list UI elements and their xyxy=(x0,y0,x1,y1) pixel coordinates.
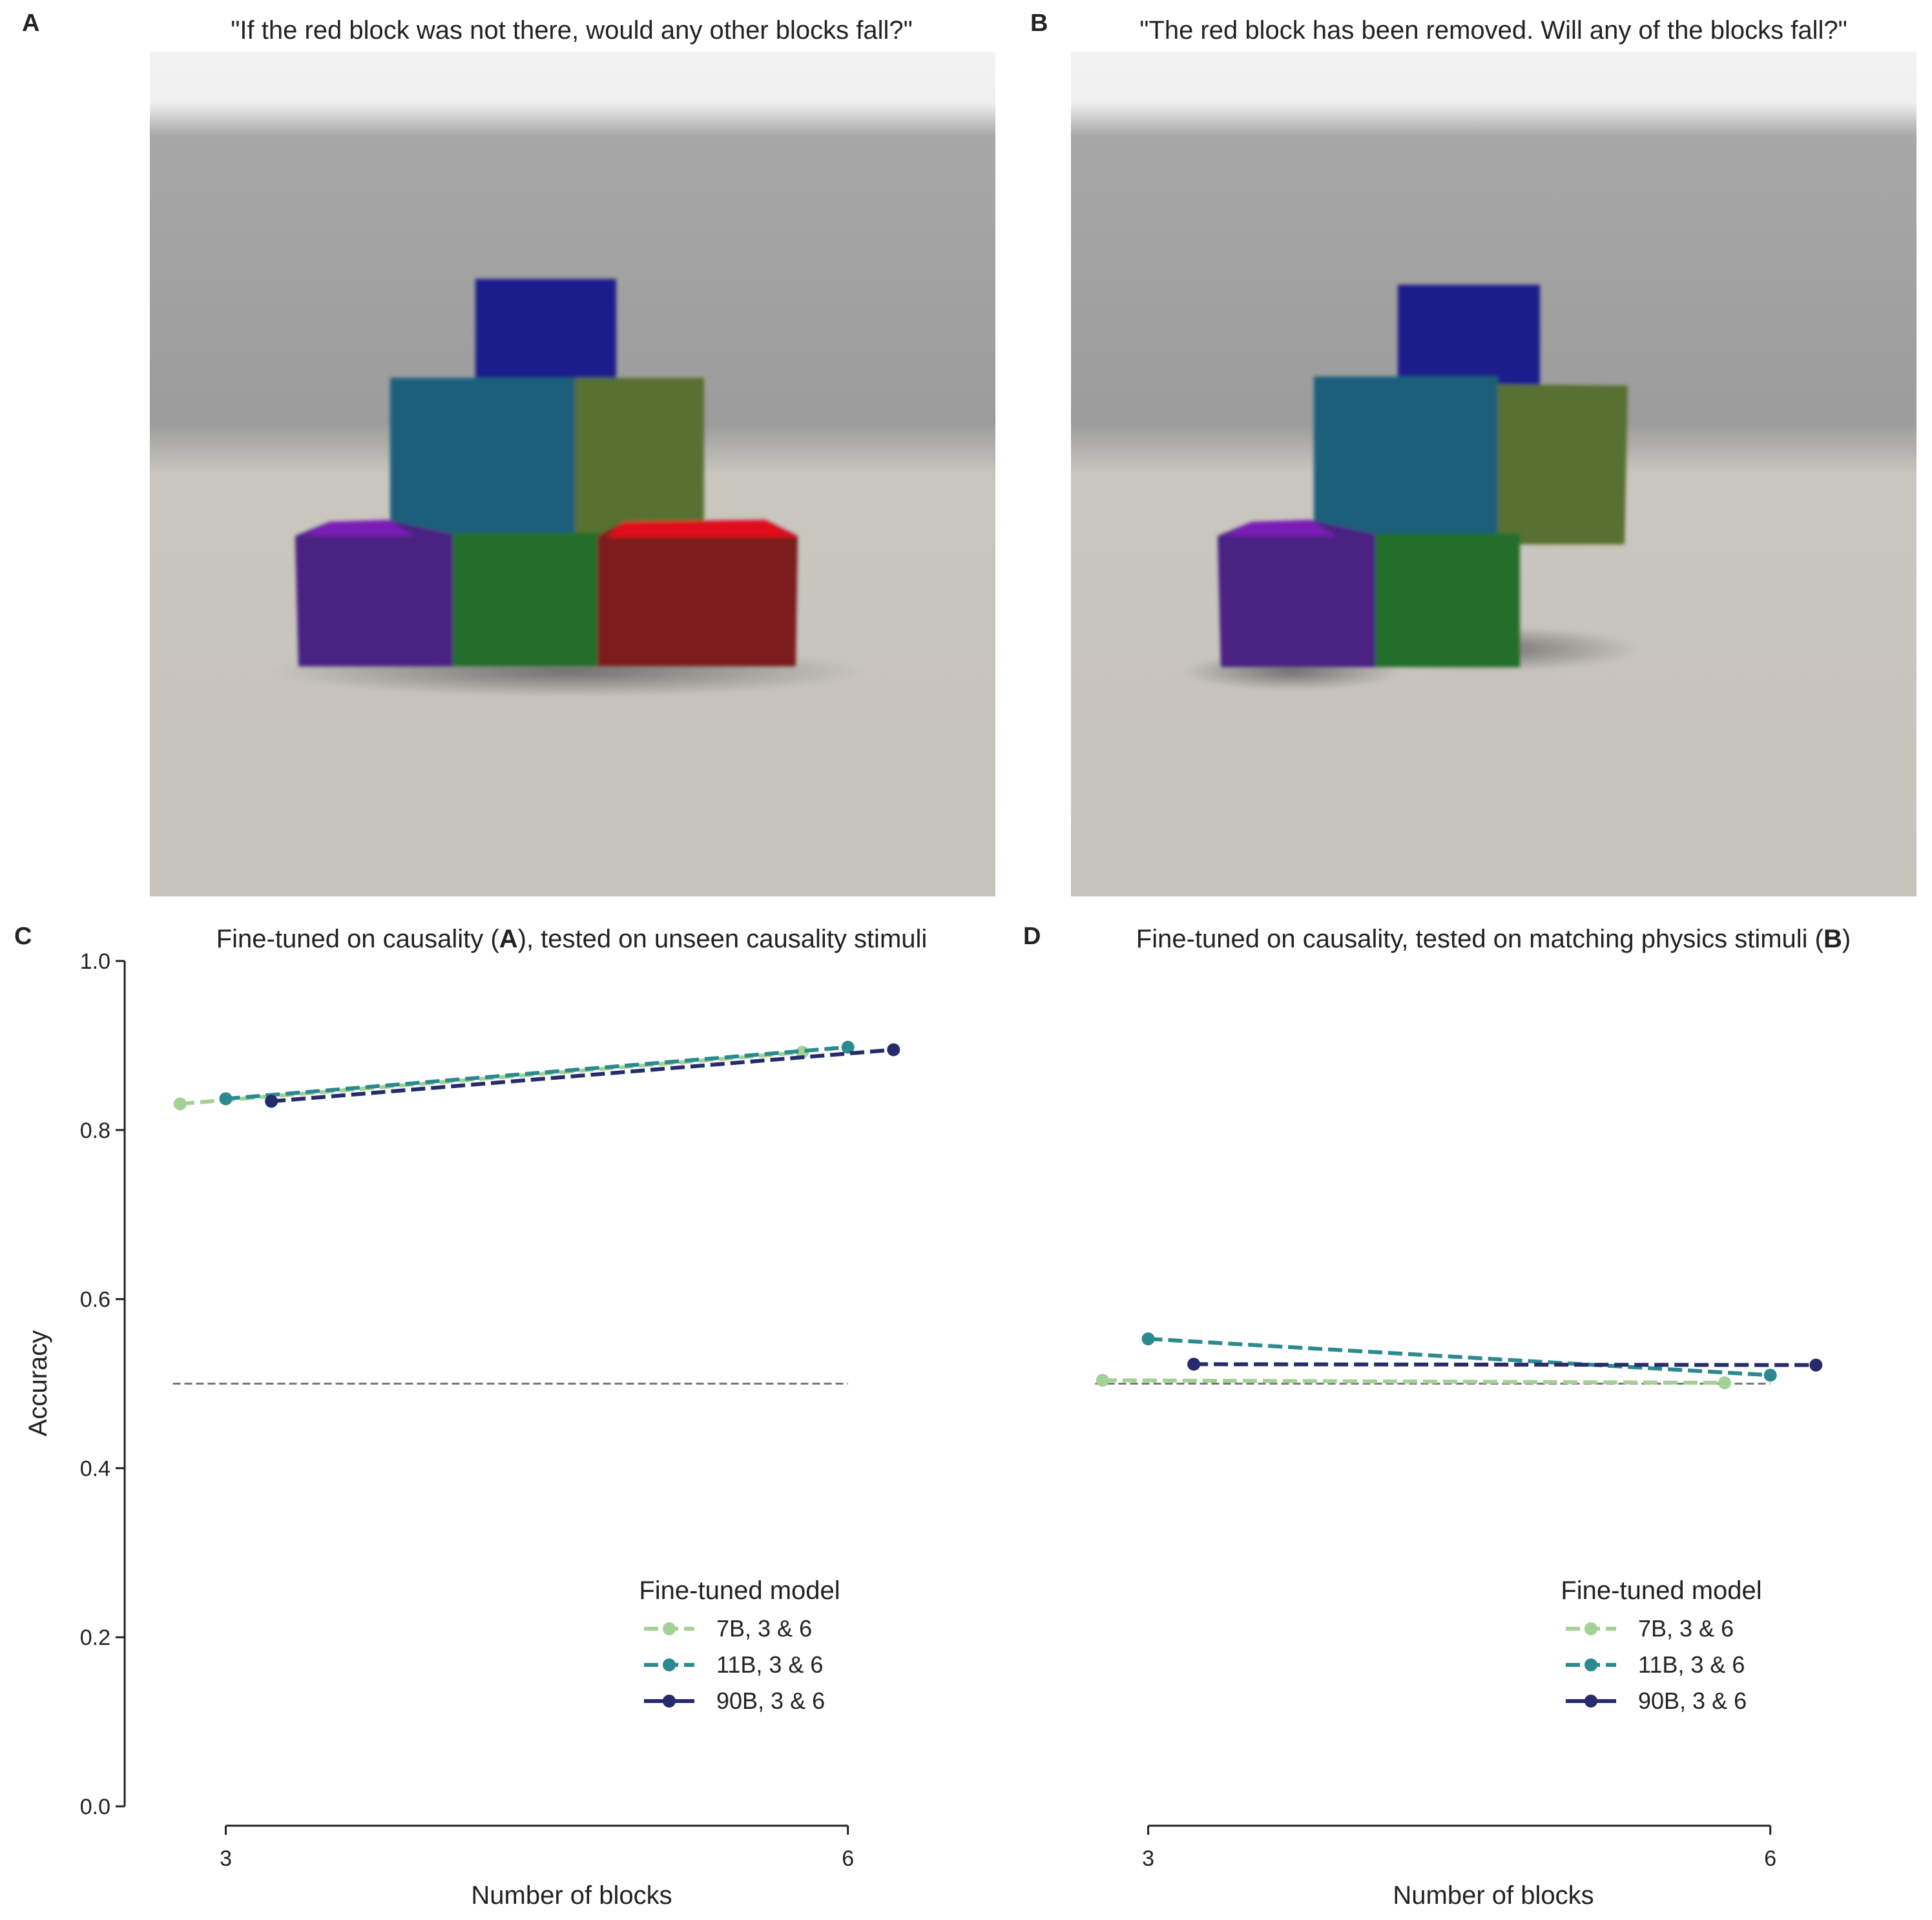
green-block xyxy=(1375,533,1520,667)
data-point-90b xyxy=(887,1043,900,1057)
red-block-top xyxy=(607,520,798,537)
legend-marker xyxy=(663,1622,676,1635)
olive-block xyxy=(1497,384,1628,544)
x-tick-label: 6 xyxy=(842,1846,854,1871)
chart-c-series xyxy=(173,1040,900,1111)
data-point-11b xyxy=(1141,1332,1155,1346)
purple-block-top xyxy=(1226,520,1336,536)
legend-marker xyxy=(1584,1695,1597,1708)
series-line-11b xyxy=(1148,1337,1771,1378)
panel-a-image xyxy=(150,52,995,896)
purple-block-top xyxy=(304,520,413,536)
chart-d-xlabel: Number of blocks xyxy=(1393,1881,1594,1910)
chart-c-xlabel: Number of blocks xyxy=(471,1881,672,1910)
green-block xyxy=(453,533,599,666)
panel-b-caption: "The red block has been removed. Will an… xyxy=(1139,16,1847,45)
series-line-11b xyxy=(225,1045,848,1101)
y-tick-label: 1.0 xyxy=(80,949,110,974)
panel-letter-d: D xyxy=(1023,923,1041,950)
panel-a-caption: "If the red block was not there, would a… xyxy=(231,16,913,45)
purple-block xyxy=(1218,520,1378,667)
series-line-90b xyxy=(1194,1362,1816,1367)
panel-letter-c: C xyxy=(14,923,32,950)
data-point-90b xyxy=(1187,1357,1201,1371)
panel-letter-b: B xyxy=(1030,10,1048,37)
data-point-90b xyxy=(265,1095,278,1108)
legend-item-label: 11B, 3 & 6 xyxy=(716,1651,823,1678)
legend-item-label: 7B, 3 & 6 xyxy=(716,1615,812,1642)
teal-block xyxy=(390,378,576,537)
legend-item-label: 7B, 3 & 6 xyxy=(1638,1615,1734,1642)
chart-c-legend: Fine-tuned model 7B, 3 & 6 11B, 3 & 6 90B, … xyxy=(639,1576,840,1714)
legend-item-label: 11B, 3 & 6 xyxy=(1638,1651,1745,1678)
olive-block xyxy=(575,378,704,537)
legend-marker xyxy=(1584,1658,1597,1671)
red-block xyxy=(597,520,798,666)
purple-block xyxy=(295,520,455,666)
y-tick-label: 0.0 xyxy=(80,1795,110,1819)
series-line-7b xyxy=(1102,1378,1725,1385)
blue-block xyxy=(1398,285,1540,387)
chart-d-legend: Fine-tuned model 7B, 3 & 6 11B, 3 & 6 90B, … xyxy=(1561,1576,1761,1714)
y-tick-label: 0.4 xyxy=(80,1456,110,1481)
data-point-11b xyxy=(219,1092,233,1106)
x-tick-label: 3 xyxy=(220,1846,232,1871)
series-line-90b xyxy=(271,1048,894,1104)
chart-c: Fine-tuned on causality (A), tested on u… xyxy=(24,925,927,1910)
x-tick-label: 3 xyxy=(1142,1846,1154,1871)
y-tick-label: 0.8 xyxy=(80,1119,110,1143)
legend-title: Fine-tuned model xyxy=(1561,1576,1761,1605)
chart-c-title: Fine-tuned on causality (A), tested on u… xyxy=(216,925,928,953)
legend-marker xyxy=(663,1658,676,1671)
panel-b-image xyxy=(1071,52,1916,896)
teal-block xyxy=(1314,377,1498,537)
blue-block xyxy=(475,279,616,382)
y-tick-label: 0.6 xyxy=(80,1288,110,1312)
chart-c-axes: 0.0 0.2 0.4 0.6 0.8 1.0 3 6 xyxy=(80,949,854,1871)
data-point-7b xyxy=(1718,1376,1732,1390)
data-point-90b xyxy=(1809,1358,1823,1372)
x-tick-label: 6 xyxy=(1764,1846,1776,1871)
legend-item-label: 90B, 3 & 6 xyxy=(716,1688,825,1714)
data-point-7b xyxy=(1096,1374,1109,1387)
chart-d-title: Fine-tuned on causality, tested on match… xyxy=(1136,925,1851,953)
legend-title: Fine-tuned model xyxy=(639,1576,840,1605)
chart-d-series xyxy=(1096,1332,1823,1390)
data-point-11b xyxy=(841,1040,855,1054)
legend-item-label: 90B, 3 & 6 xyxy=(1638,1688,1747,1714)
chart-c-ylabel: Accuracy xyxy=(24,1330,52,1437)
legend-marker xyxy=(1584,1622,1597,1635)
panel-letter-a: A xyxy=(22,10,39,37)
chart-d: Fine-tuned on causality, tested on match… xyxy=(1095,925,1851,1910)
data-point-7b xyxy=(173,1097,187,1111)
legend-marker xyxy=(663,1695,676,1708)
y-tick-label: 0.2 xyxy=(80,1626,110,1650)
data-point-11b xyxy=(1763,1368,1777,1382)
